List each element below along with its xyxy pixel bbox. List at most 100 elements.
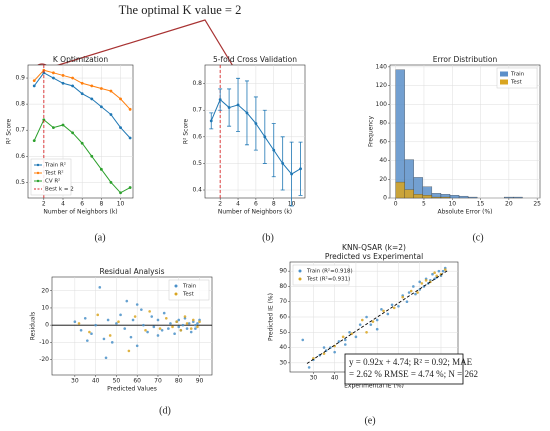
- panel: 2 4 6 8 100.40.50.60.70.85-fold Cross Valida…: [183, 55, 306, 243]
- point: [71, 76, 74, 80]
- x-tick-label: 0: [394, 201, 398, 208]
- point: [175, 320, 178, 324]
- legend-label: Test: [510, 80, 523, 86]
- chart-title: K Optimization: [53, 55, 109, 64]
- x-tick-label: 6: [80, 201, 84, 208]
- point: [343, 343, 347, 346]
- point: [150, 315, 154, 318]
- point: [416, 291, 419, 294]
- point: [390, 303, 394, 307]
- legend-label: Test: [182, 292, 195, 298]
- x-tick-label: 90: [196, 378, 204, 385]
- fit-line: [306, 270, 448, 364]
- bar: [422, 195, 433, 199]
- point: [160, 328, 164, 332]
- point: [196, 322, 199, 325]
- y-tick-label: 70: [279, 298, 287, 305]
- point: [254, 122, 258, 125]
- panel: 2 4 6 8 10 0.5 0.6 0.7 0.8 0.9 K Optimization Numbe…: [6, 55, 134, 243]
- point: [322, 352, 326, 355]
- point: [61, 74, 65, 77]
- point: [152, 325, 156, 329]
- point: [397, 305, 400, 308]
- point: [401, 295, 405, 299]
- plot-area: [204, 64, 306, 199]
- point: [290, 172, 294, 176]
- y-tick-label: 100: [376, 101, 388, 108]
- x-tick-label: 80: [175, 378, 183, 385]
- point: [123, 327, 127, 330]
- legend-swatch: [36, 163, 40, 167]
- point: [109, 89, 113, 93]
- point: [348, 330, 351, 334]
- point: [392, 306, 396, 310]
- point: [90, 332, 93, 336]
- x-tick-label: 15: [477, 201, 485, 208]
- y-tick-label: 40: [379, 157, 387, 164]
- point: [109, 180, 113, 184]
- chart-title: Residual Analysis: [100, 267, 165, 276]
- x-tick-label: 30: [71, 378, 79, 385]
- panel-caption: (e): [364, 415, 375, 426]
- x-tick-label: 40: [331, 375, 339, 382]
- legend-label: Best k = 2: [45, 187, 74, 193]
- point: [365, 330, 368, 334]
- point: [88, 330, 91, 334]
- point: [119, 97, 122, 101]
- point: [177, 318, 181, 322]
- y-axis-label: R² Score: [6, 119, 13, 145]
- point: [104, 356, 108, 360]
- bar: [440, 196, 451, 199]
- legend-label: Test (R²=0.931): [306, 276, 350, 283]
- x-axis-label: Number of Neighbors (k): [218, 209, 292, 216]
- point: [337, 340, 341, 343]
- x-tick-label: 2: [42, 201, 46, 208]
- x-axis-label: Absolute Error (%): [437, 209, 492, 216]
- y-tick-label: 140: [376, 63, 388, 70]
- point: [131, 318, 135, 322]
- point: [99, 105, 103, 109]
- bar: [395, 69, 405, 199]
- point: [189, 330, 193, 334]
- point: [405, 300, 409, 304]
- point: [94, 323, 97, 327]
- point: [179, 328, 183, 332]
- bar: [458, 195, 469, 199]
- point: [375, 318, 379, 322]
- point: [115, 322, 118, 325]
- bar: [449, 195, 460, 199]
- point: [156, 318, 160, 322]
- point: [32, 84, 36, 88]
- y-tick-label: 20: [379, 176, 387, 183]
- point: [80, 92, 84, 96]
- pointer-line: [51, 19, 246, 87]
- point: [272, 148, 276, 152]
- stats-text: y = 0.92x + 4.74; R² = 0.92; MAE: [349, 357, 473, 367]
- point: [312, 356, 315, 360]
- point: [227, 106, 231, 109]
- panel: 30 40 50 60 70 80 90 -20 -10 0 10 20 Residual Analys…: [30, 267, 213, 416]
- legend-frame: [168, 279, 210, 301]
- stats-box: y = 0.92x + 4.74; R² = 0.92; MAE = 2.62 %…: [344, 353, 478, 385]
- point: [135, 303, 139, 306]
- point: [414, 292, 417, 296]
- panel-caption: (c): [472, 232, 483, 243]
- x-tick-label: 10: [117, 201, 125, 208]
- point: [71, 84, 74, 88]
- point: [209, 119, 213, 123]
- point: [322, 346, 326, 349]
- x-axis-label: Experimental IE (%): [344, 383, 404, 390]
- point: [71, 131, 74, 135]
- stats-box-frame: [344, 353, 464, 385]
- y-tick-label: 0.5: [15, 179, 25, 186]
- panel-caption: (b): [262, 232, 274, 243]
- point: [128, 186, 132, 189]
- point: [169, 322, 172, 325]
- point: [90, 97, 94, 101]
- y-tick-label: 0.7: [192, 107, 202, 114]
- legend-frame: [292, 264, 350, 286]
- point: [52, 71, 55, 75]
- point: [371, 320, 375, 323]
